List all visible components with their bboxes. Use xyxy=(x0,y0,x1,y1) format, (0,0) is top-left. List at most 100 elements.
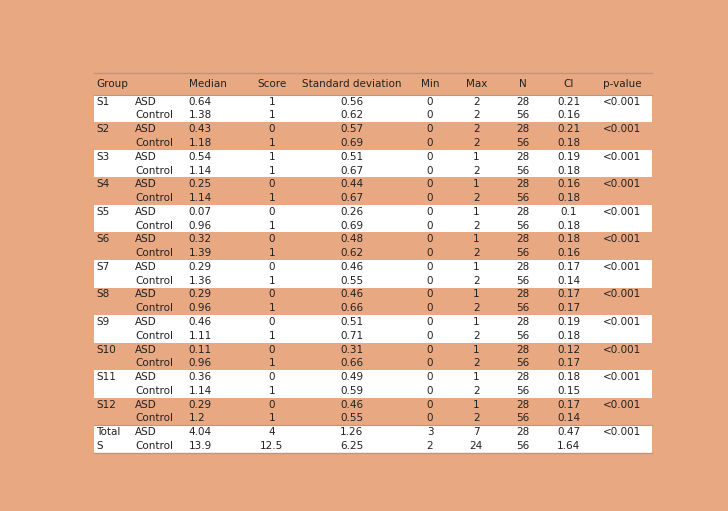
Text: 2: 2 xyxy=(473,193,480,203)
Text: Control: Control xyxy=(135,221,173,230)
Text: 1.14: 1.14 xyxy=(189,386,212,396)
Text: 1: 1 xyxy=(269,166,275,175)
Text: 56: 56 xyxy=(516,303,529,313)
Text: ASD: ASD xyxy=(135,97,157,107)
Text: 0.17: 0.17 xyxy=(557,400,580,410)
Text: S11: S11 xyxy=(96,372,116,382)
Text: 56: 56 xyxy=(516,221,529,230)
Text: Median: Median xyxy=(189,79,226,89)
Text: 28: 28 xyxy=(516,207,529,217)
Text: 0.36: 0.36 xyxy=(189,372,212,382)
Text: 2: 2 xyxy=(473,221,480,230)
Text: ASD: ASD xyxy=(135,372,157,382)
Text: 0: 0 xyxy=(427,386,433,396)
Text: 28: 28 xyxy=(516,235,529,244)
Text: N: N xyxy=(518,79,526,89)
Text: ASD: ASD xyxy=(135,207,157,217)
Text: 0: 0 xyxy=(427,413,433,424)
Text: 56: 56 xyxy=(516,386,529,396)
Text: p-value: p-value xyxy=(603,79,641,89)
Text: 1: 1 xyxy=(269,221,275,230)
Text: 1: 1 xyxy=(269,413,275,424)
Text: 0: 0 xyxy=(427,289,433,299)
Text: 1.39: 1.39 xyxy=(189,248,212,258)
Text: 0.69: 0.69 xyxy=(340,221,363,230)
Text: 0.15: 0.15 xyxy=(557,386,580,396)
Text: 28: 28 xyxy=(516,152,529,162)
Text: 6.25: 6.25 xyxy=(340,441,363,451)
Text: ASD: ASD xyxy=(135,400,157,410)
Text: 0.18: 0.18 xyxy=(557,193,580,203)
Text: 0: 0 xyxy=(427,179,433,189)
Bar xyxy=(94,411,652,425)
Text: 2: 2 xyxy=(473,248,480,258)
Text: 2: 2 xyxy=(473,97,480,107)
Text: 0.67: 0.67 xyxy=(340,166,363,175)
Text: 1: 1 xyxy=(473,344,480,355)
Text: S9: S9 xyxy=(96,317,109,327)
Text: 0.1: 0.1 xyxy=(561,207,577,217)
Text: 0.46: 0.46 xyxy=(340,262,363,272)
Text: Control: Control xyxy=(135,193,173,203)
Text: 1: 1 xyxy=(473,235,480,244)
Text: 0.16: 0.16 xyxy=(557,248,580,258)
Text: 0: 0 xyxy=(427,193,433,203)
Text: 0.48: 0.48 xyxy=(340,235,363,244)
Text: Score: Score xyxy=(257,79,286,89)
Text: 7: 7 xyxy=(473,427,480,437)
Text: 0.17: 0.17 xyxy=(557,262,580,272)
Bar xyxy=(94,150,652,164)
Text: 0.44: 0.44 xyxy=(340,179,363,189)
Text: Control: Control xyxy=(135,303,173,313)
Text: 28: 28 xyxy=(516,124,529,134)
Text: 1: 1 xyxy=(473,317,480,327)
Bar xyxy=(94,233,652,246)
Text: 1: 1 xyxy=(473,262,480,272)
Text: 0.25: 0.25 xyxy=(189,179,212,189)
Bar xyxy=(94,329,652,343)
Bar xyxy=(94,191,652,205)
Text: 1: 1 xyxy=(473,372,480,382)
Text: 0.18: 0.18 xyxy=(557,221,580,230)
Bar xyxy=(94,122,652,136)
Text: 28: 28 xyxy=(516,289,529,299)
Text: ASD: ASD xyxy=(135,317,157,327)
Text: <0.001: <0.001 xyxy=(603,235,641,244)
Text: 0: 0 xyxy=(427,317,433,327)
Text: Control: Control xyxy=(135,358,173,368)
Text: 1: 1 xyxy=(269,152,275,162)
Text: Min: Min xyxy=(421,79,439,89)
Text: Control: Control xyxy=(135,386,173,396)
Text: 0: 0 xyxy=(427,110,433,121)
Text: <0.001: <0.001 xyxy=(603,262,641,272)
Text: 0.32: 0.32 xyxy=(189,235,212,244)
Text: 0: 0 xyxy=(269,289,275,299)
Text: 13.9: 13.9 xyxy=(189,441,212,451)
Text: 0.67: 0.67 xyxy=(340,193,363,203)
Text: S10: S10 xyxy=(96,344,116,355)
Text: 1.64: 1.64 xyxy=(557,441,580,451)
Bar xyxy=(94,425,652,439)
Text: 1: 1 xyxy=(269,331,275,341)
Text: 56: 56 xyxy=(516,166,529,175)
Text: 0.59: 0.59 xyxy=(340,386,363,396)
Text: 1.36: 1.36 xyxy=(189,275,212,286)
Text: 28: 28 xyxy=(516,262,529,272)
Text: 2: 2 xyxy=(473,124,480,134)
Bar xyxy=(94,205,652,219)
Bar xyxy=(94,95,652,108)
Bar xyxy=(94,288,652,301)
Text: ASD: ASD xyxy=(135,289,157,299)
Text: CI: CI xyxy=(563,79,574,89)
Text: <0.001: <0.001 xyxy=(603,152,641,162)
Text: 0: 0 xyxy=(269,262,275,272)
Text: Max: Max xyxy=(466,79,487,89)
Text: 1: 1 xyxy=(269,358,275,368)
Text: Control: Control xyxy=(135,166,173,175)
Text: <0.001: <0.001 xyxy=(603,124,641,134)
Bar xyxy=(94,343,652,357)
Text: 2: 2 xyxy=(473,386,480,396)
Bar xyxy=(94,108,652,122)
Text: 0.96: 0.96 xyxy=(189,358,212,368)
Text: 0: 0 xyxy=(427,331,433,341)
